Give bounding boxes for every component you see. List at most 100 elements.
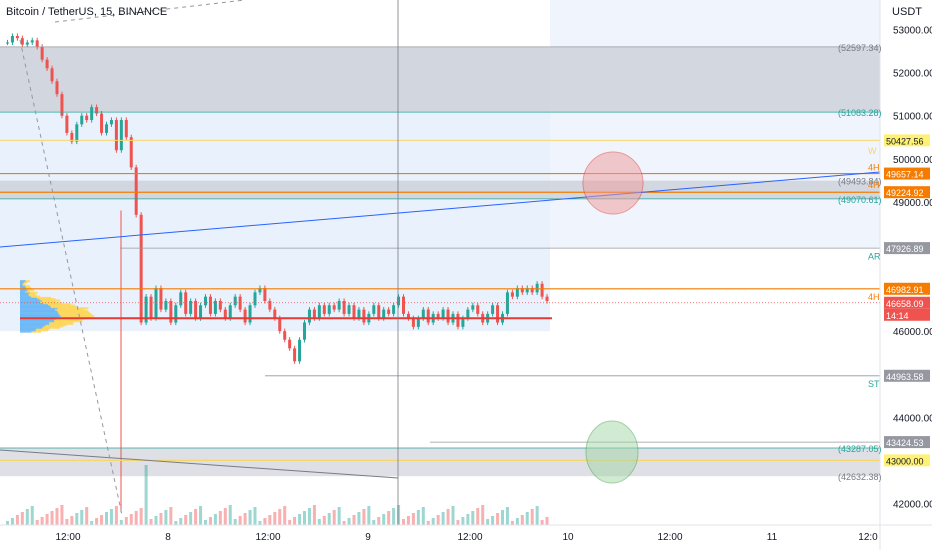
price-tick-label: 52000.00 <box>893 69 932 80</box>
candle-body <box>323 305 326 314</box>
candle-body <box>278 318 281 331</box>
volume-bar <box>283 506 286 525</box>
volume-bar <box>288 520 291 525</box>
volume-bar <box>348 518 351 525</box>
support-box <box>0 448 880 476</box>
time-tick-label: 8 <box>165 532 171 543</box>
volume-bar <box>323 516 326 525</box>
candle-body <box>169 301 172 323</box>
volume-bar <box>392 508 395 525</box>
candle-body <box>194 301 197 318</box>
volume-bar <box>273 512 276 525</box>
volume-bar <box>110 509 113 525</box>
volume-bar <box>229 505 232 525</box>
volume-bar <box>130 514 133 525</box>
candle-body <box>541 284 544 297</box>
candle-body <box>16 36 19 38</box>
volume-bar <box>258 521 261 525</box>
candle-body <box>164 301 167 310</box>
price-label: (43287.05) <box>838 444 882 454</box>
candle-body <box>11 36 14 42</box>
time-tick-label: 9 <box>365 532 371 543</box>
price-label: 44963.58 <box>886 372 924 382</box>
volume-bar <box>244 513 247 525</box>
candle-body <box>372 305 375 314</box>
candle-body <box>476 305 479 314</box>
sell-zone-circle <box>583 152 643 214</box>
volume-bar <box>412 513 415 525</box>
candle-body <box>387 310 390 314</box>
volume-bar <box>184 515 187 525</box>
volume-bar <box>536 506 539 525</box>
volume-bar <box>466 514 469 525</box>
candle-body <box>491 305 494 314</box>
volume-bar <box>204 520 207 525</box>
candle-body <box>496 305 499 322</box>
volume-bar <box>268 515 271 525</box>
candle-body <box>95 107 98 113</box>
price-label: (52597.34) <box>838 43 882 53</box>
volume-bar <box>313 505 316 525</box>
volume-bar <box>174 521 177 525</box>
time-tick-label: 11 <box>767 532 778 543</box>
volume-bar <box>362 509 365 525</box>
volume-bar <box>169 507 172 525</box>
volume-bar <box>26 509 29 525</box>
volume-bar <box>501 510 504 525</box>
volume-bar <box>36 520 39 525</box>
candle-body <box>140 215 143 323</box>
volume-bar <box>80 510 83 525</box>
candle-body <box>283 331 286 340</box>
candle-body <box>46 60 49 69</box>
volume-bar <box>65 519 68 525</box>
volume-bar <box>338 507 341 525</box>
candle-body <box>303 323 306 340</box>
candle-body <box>412 318 415 327</box>
volume-bar <box>526 512 529 525</box>
volume-bar <box>46 514 49 525</box>
volume-bar <box>105 512 108 525</box>
price-tick-label: 51000.00 <box>893 112 932 123</box>
volume-bar <box>6 521 9 525</box>
candle-body <box>36 40 39 46</box>
candle-body <box>471 305 474 309</box>
level-tag: 4H <box>868 292 880 302</box>
price-label: 43000.00 <box>886 456 924 466</box>
volume-bar <box>308 508 311 525</box>
volume-bar <box>95 518 98 525</box>
volume-bar <box>516 518 519 525</box>
candle-body <box>447 310 450 323</box>
level-tag: AR <box>868 252 881 262</box>
time-tick-label: 12:00 <box>255 532 280 543</box>
volume-bar <box>422 507 425 525</box>
candle-body <box>224 310 227 319</box>
candle-body <box>199 305 202 318</box>
candle-body <box>6 42 9 43</box>
price-tick-label: 44000.00 <box>893 413 932 424</box>
price-label: 47926.89 <box>886 244 924 254</box>
volume-bar <box>41 517 44 525</box>
price-label: 14:14 <box>886 311 909 321</box>
volume-bar <box>387 511 390 525</box>
price-tick-label: 46000.00 <box>893 327 932 338</box>
volume-bar <box>333 510 336 525</box>
volume-bar <box>452 506 455 525</box>
volume-bar <box>278 509 281 525</box>
volume-bar <box>164 510 167 525</box>
candle-body <box>456 314 459 327</box>
candle-body <box>244 310 247 323</box>
volume-bar <box>353 515 356 525</box>
candle-body <box>150 297 153 319</box>
price-label: 49657.14 <box>886 170 924 180</box>
volume-bar <box>481 505 484 525</box>
symbol-title[interactable]: Bitcoin / TetherUS, 15, BINANCE <box>6 6 167 18</box>
volume-bar <box>115 506 118 525</box>
volume-bar <box>90 521 93 525</box>
price-label: (51083.28) <box>838 108 882 118</box>
volume-bar <box>155 516 158 525</box>
candle-body <box>159 288 162 310</box>
candle-body <box>308 310 311 323</box>
resistance-box <box>0 47 880 112</box>
candle-body <box>273 310 276 319</box>
